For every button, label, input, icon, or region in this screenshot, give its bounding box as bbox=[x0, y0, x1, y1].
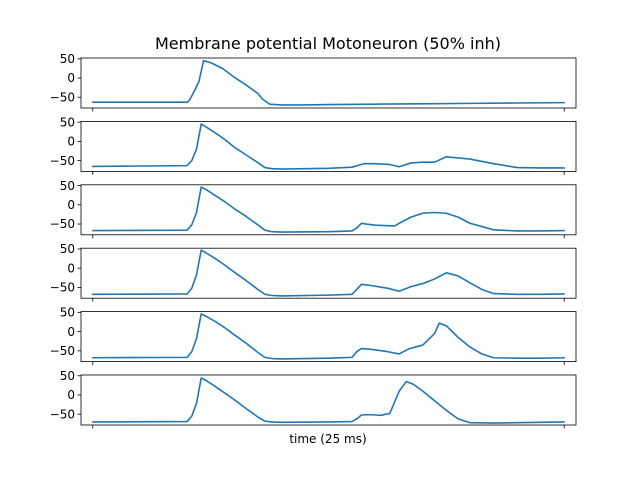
membrane-potential-line bbox=[91, 377, 566, 424]
y-tick-label: −50 bbox=[50, 154, 75, 168]
subplot-frame bbox=[80, 247, 577, 299]
y-tick-label: 0 bbox=[67, 261, 75, 275]
y-tick-label: −50 bbox=[50, 90, 75, 104]
membrane-potential-line bbox=[91, 249, 566, 297]
panels-container: 50 0 −50 50 0 −50 50 0 −50 50 0 −50 50 0 −50 50 0 −50 bbox=[50, 52, 577, 429]
y-tick-label: −50 bbox=[50, 344, 75, 358]
subplot-frame bbox=[80, 121, 577, 172]
y-tick-label: 50 bbox=[60, 52, 75, 66]
y-tick-label: −50 bbox=[50, 217, 75, 231]
subplot-3: 50 0 −50 bbox=[50, 179, 577, 239]
x-axis-label: time (25 ms) bbox=[289, 432, 366, 446]
subplot-frame bbox=[80, 184, 577, 236]
subplot-frame bbox=[80, 374, 577, 426]
membrane-potential-line bbox=[91, 313, 566, 360]
membrane-potential-line bbox=[91, 59, 566, 106]
membrane-potential-line bbox=[91, 123, 566, 170]
y-tick-label: 50 bbox=[60, 179, 75, 193]
subplot-5: 50 0 −50 bbox=[50, 306, 577, 366]
membrane-potential-line bbox=[91, 186, 566, 233]
y-tick-label: 50 bbox=[60, 115, 75, 129]
y-tick-label: 50 bbox=[60, 306, 75, 320]
y-tick-label: 0 bbox=[67, 388, 75, 402]
y-tick-label: 0 bbox=[67, 135, 75, 149]
y-tick-label: 0 bbox=[67, 325, 75, 339]
y-tick-label: 0 bbox=[67, 71, 75, 85]
y-tick-label: −50 bbox=[50, 281, 75, 295]
subplot-1: 50 0 −50 bbox=[50, 52, 577, 112]
subplot-6: 50 0 −50 bbox=[50, 369, 577, 429]
y-tick-label: 0 bbox=[67, 198, 75, 212]
y-tick-label: −50 bbox=[50, 407, 75, 421]
subplot-frame bbox=[80, 311, 577, 363]
subplot-4: 50 0 −50 bbox=[50, 242, 577, 302]
chart-title: Membrane potential Motoneuron (50% inh) bbox=[155, 34, 501, 53]
y-tick-label: 50 bbox=[60, 369, 75, 383]
subplot-2: 50 0 −50 bbox=[50, 115, 577, 175]
subplot-frame bbox=[80, 57, 577, 109]
y-tick-label: 50 bbox=[60, 242, 75, 256]
